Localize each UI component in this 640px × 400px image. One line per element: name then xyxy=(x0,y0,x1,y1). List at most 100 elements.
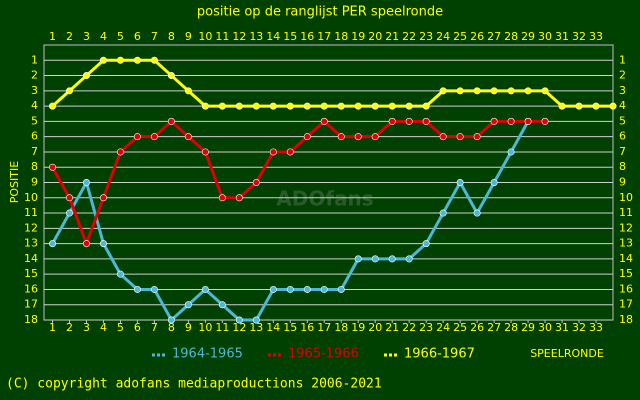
data-point xyxy=(303,133,311,141)
data-point xyxy=(99,56,107,64)
data-point xyxy=(252,179,260,187)
data-point xyxy=(456,87,464,95)
data-point xyxy=(303,102,311,110)
data-point xyxy=(609,102,617,110)
data-point xyxy=(150,133,158,141)
data-point xyxy=(48,102,56,110)
data-point xyxy=(558,102,566,110)
data-point xyxy=(286,285,294,293)
y-tick-label-right: 5 xyxy=(619,114,626,127)
series-line xyxy=(51,58,613,108)
x-tick-label: 18 xyxy=(334,321,348,334)
x-tick-label: 9 xyxy=(185,321,192,334)
x-tick-label-top: 13 xyxy=(249,30,263,43)
y-tick-label-right: 10 xyxy=(619,191,633,204)
y-tick-label: 17 xyxy=(24,298,38,311)
data-point xyxy=(371,255,379,263)
y-tick-label-right: 6 xyxy=(619,130,626,143)
data-point xyxy=(371,133,379,141)
x-tick-label-top: 30 xyxy=(538,30,552,43)
legend-label: 1965-1966 xyxy=(288,347,359,362)
data-point xyxy=(286,102,294,110)
data-point xyxy=(235,102,243,110)
data-point xyxy=(99,194,107,202)
y-tick-label-right: 15 xyxy=(619,267,633,280)
x-tick-label: 11 xyxy=(215,321,229,334)
x-tick-label: 7 xyxy=(151,321,158,334)
data-point xyxy=(133,285,141,293)
data-point xyxy=(490,87,498,95)
data-point xyxy=(541,117,549,125)
x-tick-label: 13 xyxy=(249,321,263,334)
x-tick-label: 21 xyxy=(385,321,399,334)
data-point xyxy=(65,87,73,95)
x-tick-label: 4 xyxy=(100,321,107,334)
x-tick-label-top: 20 xyxy=(368,30,382,43)
data-point xyxy=(269,148,277,156)
data-point xyxy=(303,285,311,293)
y-tick-label-right: 9 xyxy=(619,176,626,189)
data-point xyxy=(218,194,226,202)
x-tick-label-top: 28 xyxy=(504,30,518,43)
data-point xyxy=(473,133,481,141)
data-point xyxy=(48,240,56,248)
data-point xyxy=(337,133,345,141)
data-point xyxy=(507,117,515,125)
data-point xyxy=(99,240,107,248)
y-tick-label: 10 xyxy=(24,191,38,204)
x-tick-label-top: 12 xyxy=(232,30,246,43)
x-tick-label-top: 1 xyxy=(49,30,56,43)
x-tick-label: 33 xyxy=(589,321,603,334)
data-point xyxy=(371,102,379,110)
data-point xyxy=(422,102,430,110)
y-tick-label: 6 xyxy=(31,130,38,143)
x-tick-label-top: 4 xyxy=(100,30,107,43)
x-tick-label-top: 22 xyxy=(402,30,416,43)
y-tick-label: 16 xyxy=(24,282,38,295)
y-tick-label-right: 12 xyxy=(619,221,633,234)
data-point xyxy=(524,117,532,125)
data-point xyxy=(320,102,328,110)
x-tick-label: 19 xyxy=(351,321,365,334)
data-point xyxy=(439,87,447,95)
data-point xyxy=(456,133,464,141)
data-point xyxy=(405,255,413,263)
data-point xyxy=(269,285,277,293)
y-tick-label-right: 3 xyxy=(619,84,626,97)
data-point xyxy=(490,179,498,187)
y-tick-label: 4 xyxy=(31,99,38,112)
data-point xyxy=(218,102,226,110)
data-point xyxy=(48,163,56,171)
data-point xyxy=(473,87,481,95)
data-point xyxy=(116,148,124,156)
x-tick-label-top: 29 xyxy=(521,30,535,43)
chart-title: positie op de ranglijst PER speelronde xyxy=(197,5,443,20)
data-point xyxy=(252,102,260,110)
x-tick-label-top: 6 xyxy=(134,30,141,43)
data-point xyxy=(150,285,158,293)
data-point xyxy=(184,133,192,141)
data-point xyxy=(507,87,515,95)
data-point xyxy=(507,148,515,156)
data-point xyxy=(422,117,430,125)
x-tick-label: 29 xyxy=(521,321,535,334)
y-tick-label: 7 xyxy=(31,145,38,158)
x-tick-label-top: 25 xyxy=(453,30,467,43)
data-point xyxy=(235,316,243,324)
data-point xyxy=(422,240,430,248)
x-tick-label: 5 xyxy=(117,321,124,334)
x-tick-label: 14 xyxy=(266,321,280,334)
data-point xyxy=(133,56,141,64)
data-point xyxy=(82,72,90,80)
y-tick-label-right: 2 xyxy=(619,69,626,82)
data-point xyxy=(184,87,192,95)
data-point xyxy=(405,102,413,110)
y-tick-label-right: 7 xyxy=(619,145,626,158)
y-tick-label: 8 xyxy=(31,160,38,173)
x-tick-label: 2 xyxy=(66,321,73,334)
x-tick-label: 15 xyxy=(283,321,297,334)
data-point xyxy=(167,117,175,125)
y-tick-label: 11 xyxy=(24,206,38,219)
x-tick-label: 8 xyxy=(168,321,175,334)
